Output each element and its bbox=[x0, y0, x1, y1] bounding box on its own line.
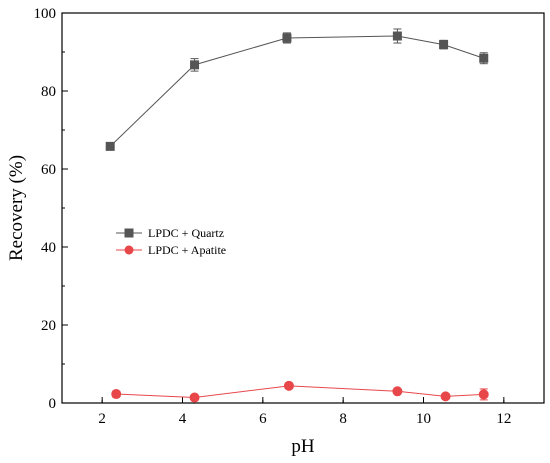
y-tick-label: 40 bbox=[41, 240, 56, 256]
x-tick-label: 8 bbox=[339, 411, 347, 427]
series-line bbox=[109, 35, 484, 147]
data-point bbox=[392, 386, 403, 397]
y-tick-label: 100 bbox=[34, 6, 57, 22]
series-layer bbox=[105, 28, 489, 403]
data-point bbox=[189, 392, 200, 403]
x-tick-label: 12 bbox=[496, 411, 511, 427]
data-point bbox=[105, 141, 115, 151]
legend-marker bbox=[124, 245, 134, 255]
y-tick-label: 60 bbox=[41, 162, 56, 178]
y-tick-label: 20 bbox=[41, 318, 56, 334]
x-tick-label: 10 bbox=[416, 411, 431, 427]
x-tick-label: 4 bbox=[179, 411, 187, 427]
y-tick-label: 80 bbox=[41, 84, 56, 100]
data-point bbox=[282, 33, 292, 43]
plot-axes: 2 4 6 8 10 12 0 20 40 60 80 100 bbox=[34, 6, 545, 427]
data-point bbox=[439, 40, 449, 50]
series-apatite bbox=[111, 380, 489, 403]
y-tick-label: 0 bbox=[49, 396, 57, 412]
x-axis-title: pH bbox=[291, 436, 315, 457]
data-point bbox=[392, 31, 402, 41]
data-point bbox=[190, 60, 200, 70]
data-point bbox=[283, 380, 294, 391]
legend-label: LPDC + Quartz bbox=[148, 226, 224, 240]
data-point bbox=[440, 391, 451, 402]
data-point bbox=[479, 53, 489, 63]
data-point bbox=[478, 389, 489, 400]
series-quartz bbox=[105, 28, 489, 151]
legend-item: LPDC + Apatite bbox=[116, 243, 226, 257]
legend-label: LPDC + Apatite bbox=[148, 243, 226, 257]
y-axis-title: Recovery (%) bbox=[6, 155, 27, 261]
x-tick-label: 6 bbox=[259, 411, 267, 427]
x-tick-label: 2 bbox=[98, 411, 106, 427]
legend: LPDC + Quartz LPDC + Apatite bbox=[116, 226, 226, 257]
legend-marker bbox=[124, 228, 134, 238]
legend-item: LPDC + Quartz bbox=[116, 226, 224, 240]
series-line bbox=[116, 385, 484, 399]
plot-frame bbox=[61, 12, 545, 404]
data-point bbox=[111, 389, 122, 400]
